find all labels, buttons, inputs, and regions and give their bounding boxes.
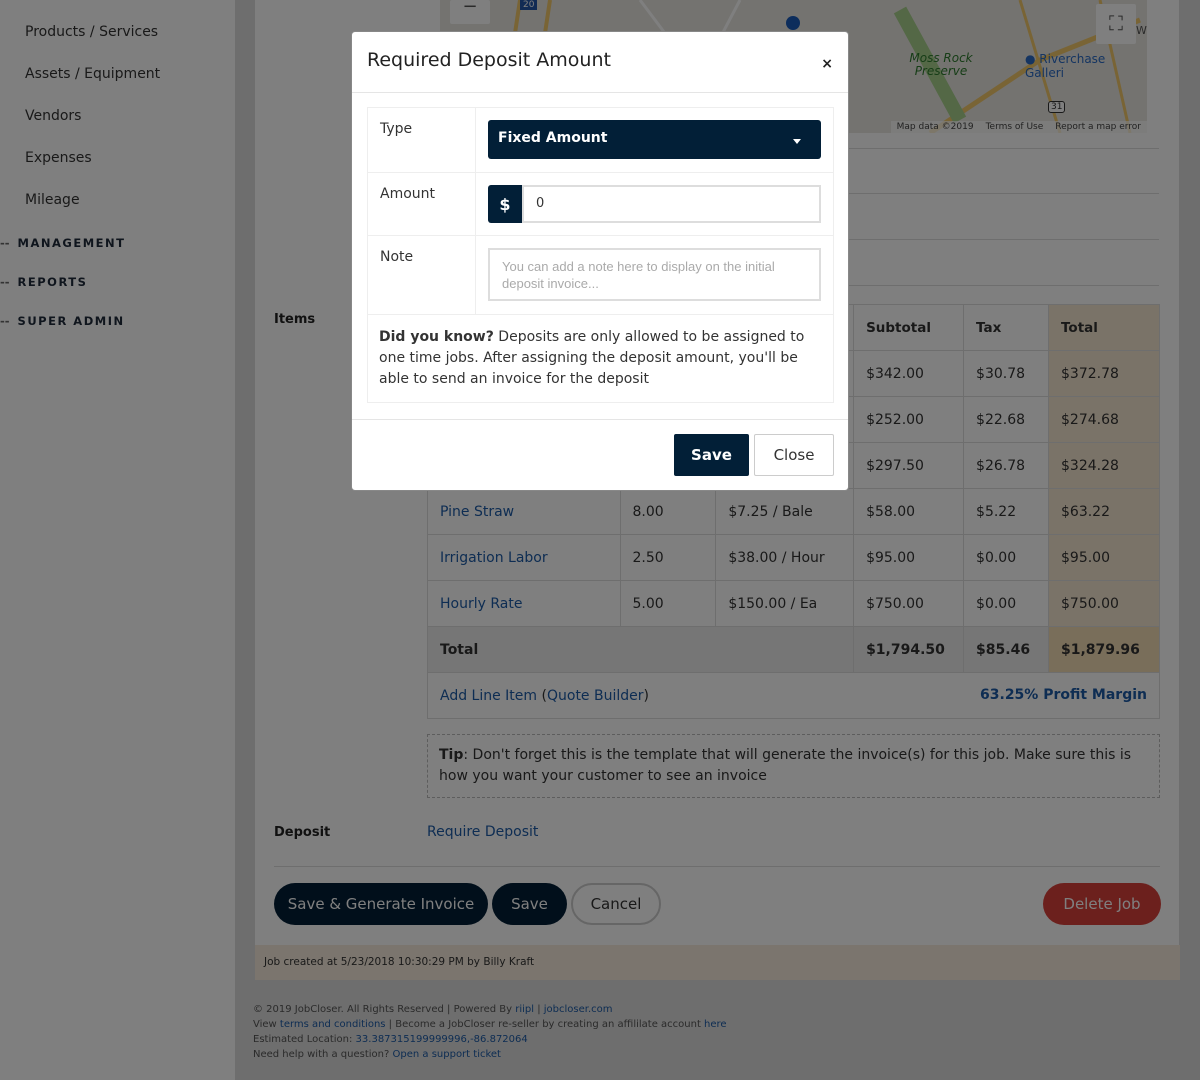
modal-title: Required Deposit Amount [367,49,611,71]
modal-close-button[interactable]: Close [754,434,834,476]
type-select[interactable]: Fixed Amount [488,120,821,159]
deposit-modal: Required Deposit Amount × Type Fixed Amo… [351,31,849,491]
info-text: Deposits are only allowed to be assigned… [379,329,805,387]
modal-header: Required Deposit Amount × [352,32,848,93]
deposit-info: Did you know? Deposits are only allowed … [368,315,833,402]
caret-down-icon [793,139,801,144]
amount-label: Amount [368,173,476,235]
info-bold: Did you know? [379,329,494,345]
deposit-form: Type Fixed Amount Amount $0 Note You can… [367,107,834,403]
type-label: Type [368,108,476,172]
note-label: Note [368,236,476,314]
currency-addon: $ [488,185,522,223]
amount-input[interactable]: 0 [522,185,821,223]
type-value: Fixed Amount [498,130,608,146]
modal-save-button[interactable]: Save [674,434,749,476]
modal-footer-divider [352,419,848,420]
note-textarea[interactable]: You can add a note here to display on th… [488,248,821,301]
close-icon[interactable]: × [821,56,833,72]
